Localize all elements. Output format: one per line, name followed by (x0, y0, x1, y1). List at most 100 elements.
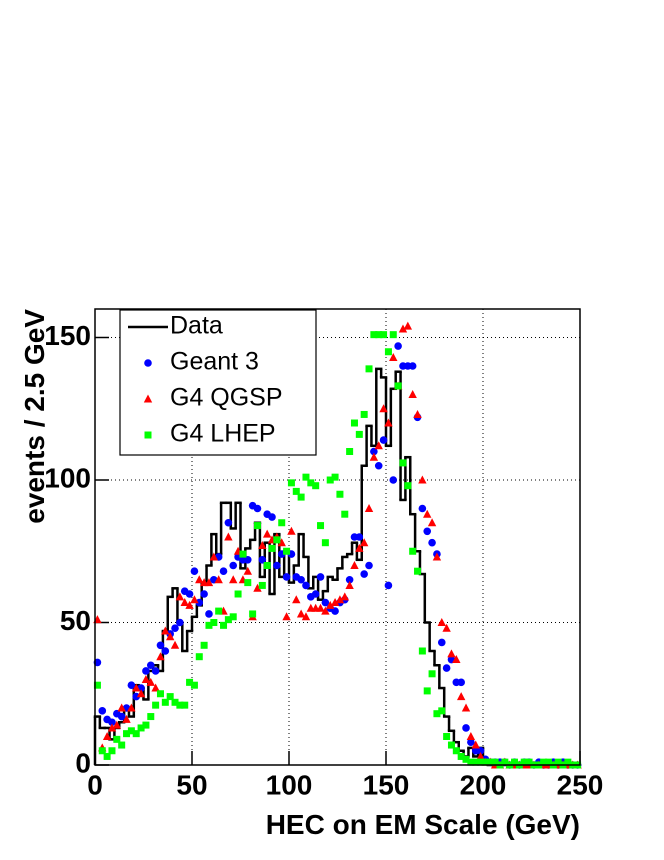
data-point (432, 552, 442, 561)
data-point (205, 621, 213, 629)
data-point (175, 592, 185, 601)
data-point (360, 570, 368, 578)
data-point (345, 580, 354, 589)
data-point (161, 698, 169, 706)
data-point (287, 526, 296, 535)
legend-label: G4 LHEP (170, 420, 276, 448)
data-point (466, 732, 476, 740)
data-point (171, 698, 179, 706)
data-point (491, 758, 499, 766)
data-point (229, 613, 237, 621)
data-point (467, 738, 475, 746)
data-point (152, 701, 160, 709)
data-point (161, 647, 170, 655)
data-point (297, 575, 305, 584)
data-point (336, 490, 344, 498)
data-point (205, 610, 213, 618)
data-point (282, 573, 291, 581)
data-point (379, 404, 388, 413)
data-point (296, 609, 306, 618)
data-point (258, 541, 267, 550)
data-point (355, 430, 363, 438)
data-point (471, 740, 480, 749)
data-point (195, 575, 204, 584)
data-point (262, 529, 272, 538)
data-point (350, 561, 359, 569)
data-point (462, 755, 470, 763)
data-point (370, 447, 378, 456)
data-point (113, 735, 121, 743)
plot-frame (94, 308, 581, 766)
data-point (219, 567, 228, 575)
data-point (341, 510, 349, 518)
data-point (224, 518, 233, 527)
data-point (98, 747, 106, 755)
legend-label: Data (170, 312, 223, 340)
data-point (399, 459, 407, 467)
data-point (287, 479, 295, 487)
x-tick-label: 250 (557, 769, 604, 800)
data-point (170, 640, 180, 649)
data-point (282, 612, 291, 621)
data-point (365, 561, 373, 570)
data-point (447, 649, 456, 658)
legend-symbol (143, 394, 153, 403)
data-point (472, 758, 480, 766)
data-point (146, 677, 155, 686)
data-point (384, 581, 393, 590)
data-point (394, 382, 402, 390)
data-point (214, 575, 223, 584)
data-point (263, 562, 271, 569)
data-point (413, 409, 422, 418)
data-point (442, 623, 451, 632)
data-point (317, 522, 325, 530)
data-point (428, 538, 436, 547)
data-point (462, 724, 470, 732)
data-point (423, 527, 432, 536)
data-point (476, 746, 485, 755)
x-tick-label: 200 (460, 769, 507, 800)
data-point (335, 595, 345, 604)
data-point (142, 721, 150, 729)
data-point (452, 655, 461, 664)
data-point (330, 598, 340, 607)
data-point (467, 758, 475, 766)
data-point (346, 448, 354, 455)
data-point (307, 479, 315, 487)
data-point (243, 556, 252, 564)
data-point (190, 595, 199, 604)
data-point (190, 567, 199, 575)
data-point (243, 566, 252, 575)
data-point (132, 692, 141, 701)
data-point (292, 595, 301, 604)
data-point (418, 647, 426, 655)
x-tick-label: 100 (266, 769, 313, 800)
data-point (165, 632, 175, 641)
data-point (414, 567, 422, 575)
data-point (141, 675, 151, 683)
data-point (301, 612, 311, 621)
data-point (365, 365, 373, 373)
data-point (418, 475, 427, 484)
data-point (200, 590, 208, 598)
data-point (151, 667, 160, 675)
data-point (331, 607, 339, 615)
data-point (477, 758, 485, 766)
data-point (312, 482, 320, 490)
y-tick-label: 0 (75, 747, 91, 778)
data-point (161, 626, 170, 635)
data-point (326, 476, 334, 484)
data-point (442, 664, 451, 672)
data-point (156, 690, 164, 698)
data-point (380, 331, 388, 339)
data-point (384, 418, 393, 427)
data-point (195, 598, 204, 607)
data-point (142, 667, 150, 675)
data-point (107, 723, 117, 732)
data-point (350, 419, 358, 427)
data-point (229, 575, 238, 584)
data-point (389, 476, 398, 484)
data-point (112, 720, 122, 729)
data-point (389, 331, 397, 339)
data-point (156, 652, 165, 661)
